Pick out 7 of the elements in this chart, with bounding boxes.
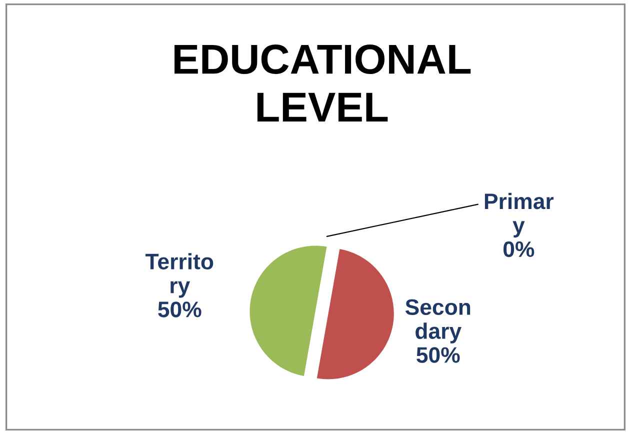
chart-title: EDUCATIONAL LEVEL (174, 44, 471, 122)
slice-label: Territo ry (146, 253, 214, 298)
data-label: 50% (158, 302, 202, 318)
data-label: 50% (416, 347, 460, 363)
text: 0% (503, 241, 534, 258)
category-label: Primar y (484, 192, 554, 238)
slice-label: Secon dary (405, 299, 470, 344)
